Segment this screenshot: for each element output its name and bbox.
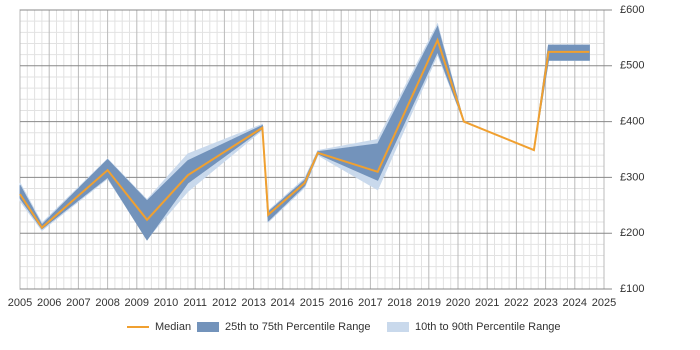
x-tick-label: 2012 [212, 297, 236, 309]
y-tick-label: £100 [620, 283, 644, 295]
x-tick-label: 2006 [37, 297, 61, 309]
x-tick-label: 2021 [475, 297, 499, 309]
x-tick-label: 2019 [417, 297, 441, 309]
median-line [19, 37, 590, 230]
x-tick-label: 2017 [358, 297, 382, 309]
legend-label: 10th to 90th Percentile Range [415, 321, 561, 333]
x-tick-label: 2007 [66, 297, 90, 309]
percentile-band [19, 25, 590, 241]
x-tick-label: 2020 [446, 297, 470, 309]
x-tick-label: 2015 [300, 297, 324, 309]
legend-swatch [197, 322, 219, 332]
x-tick-label: 2011 [183, 297, 207, 309]
y-tick-label: £400 [620, 116, 644, 128]
x-tick-label: 2016 [329, 297, 353, 309]
x-tick-label: 2014 [271, 297, 295, 309]
y-tick-label: £300 [620, 171, 644, 183]
x-tick-label: 2010 [154, 297, 178, 309]
y-tick-label: £500 [620, 60, 644, 72]
legend-label: 25th to 75th Percentile Range [225, 321, 371, 333]
x-tick-label: 2024 [563, 297, 587, 309]
x-tick-label: 2013 [241, 297, 265, 309]
x-tick-label: 2023 [533, 297, 557, 309]
x-tick-label: 2008 [95, 297, 119, 309]
x-tick-label: 2022 [504, 297, 528, 309]
legend-label: Median [155, 321, 191, 333]
x-tick-label: 2009 [125, 297, 149, 309]
legend-swatch [387, 322, 409, 332]
x-tick-label: 2018 [387, 297, 411, 309]
x-tick-label: 2025 [592, 297, 616, 309]
y-tick-label: £200 [620, 227, 644, 239]
x-tick-label: 2005 [8, 297, 32, 309]
y-tick-label: £600 [620, 4, 644, 16]
